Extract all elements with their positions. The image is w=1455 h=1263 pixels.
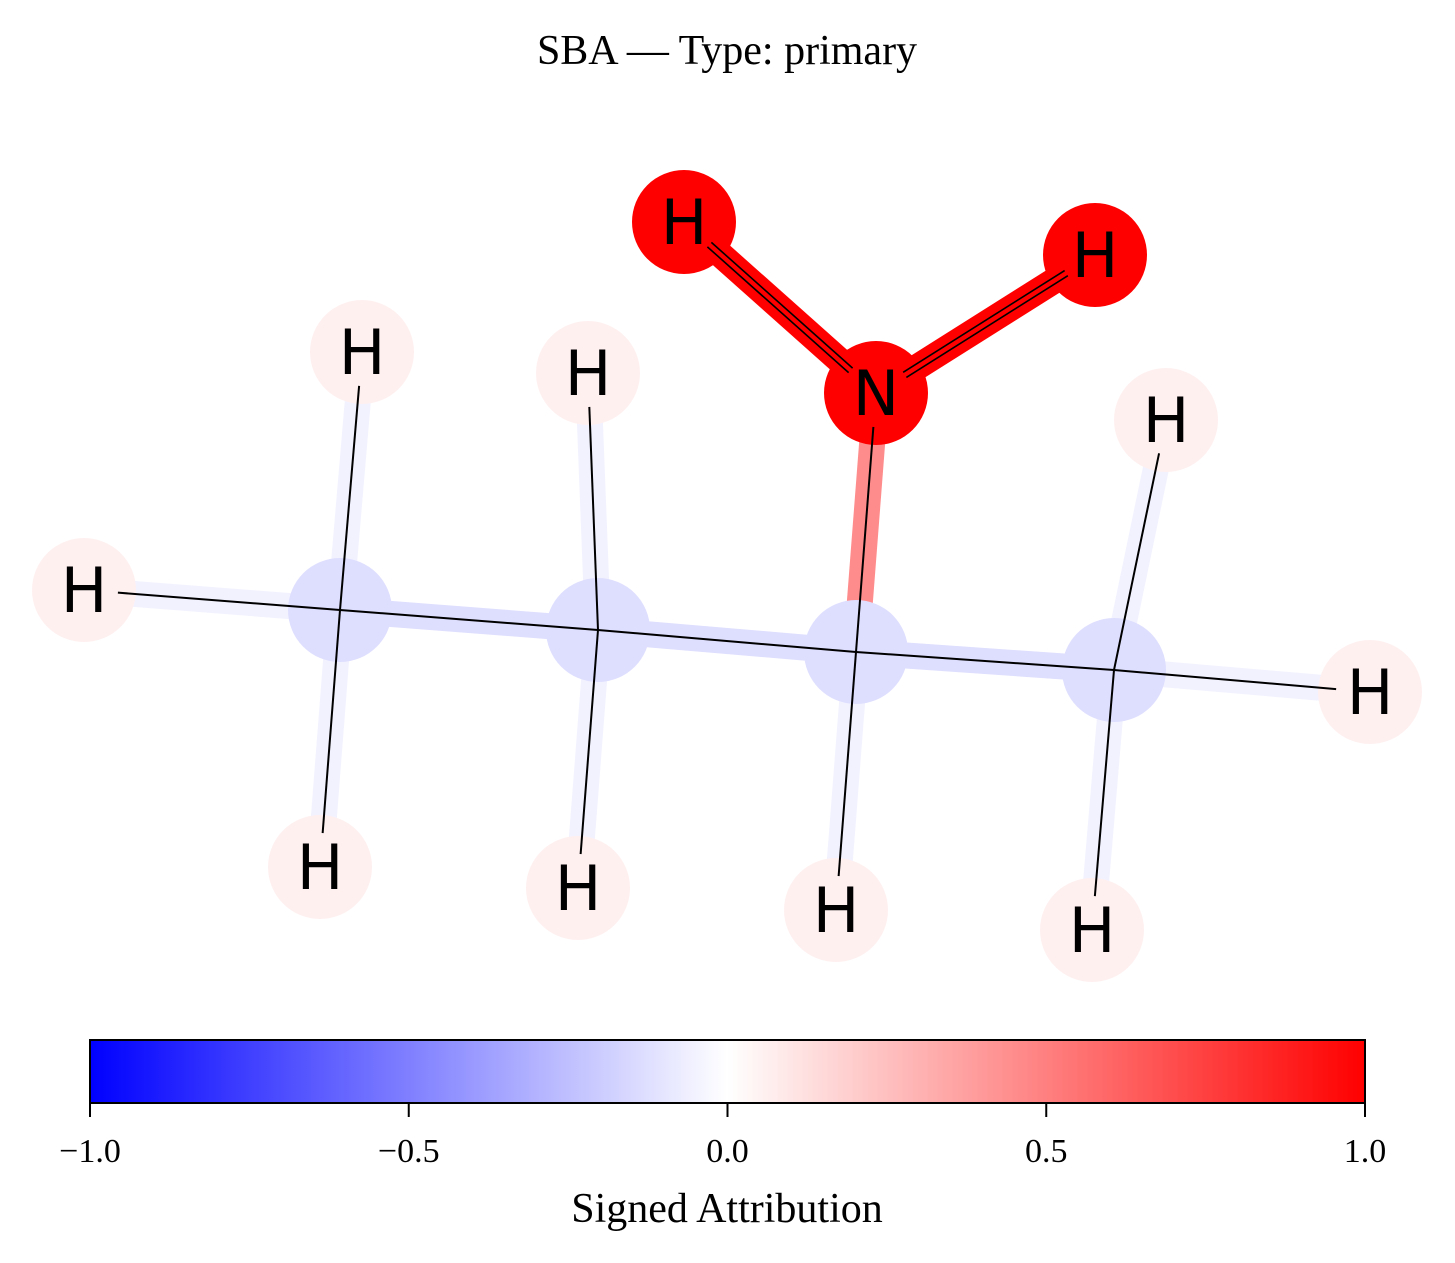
atom-label-H8: H: [1069, 894, 1116, 967]
atom-label-H9: H: [1347, 656, 1394, 729]
atom-highlight-H7: [1114, 368, 1218, 472]
bond-line-N-HN2-a: [902, 269, 1066, 374]
colorbar-tick-label-3: 0.5: [1025, 1133, 1068, 1170]
atom-label-H7: H: [1143, 384, 1190, 457]
bond-line-C1-H1: [117, 591, 341, 611]
bond-line-C1-H3: [321, 609, 341, 834]
atom-highlight-H8: [1040, 878, 1144, 982]
bond-line-C1-H2: [339, 385, 361, 611]
atom-label-H6: H: [813, 874, 860, 947]
figure-title: SBA — Type: primary: [537, 28, 917, 74]
bond-highlight-layer: [82, 212, 1372, 932]
atom-label-HN2: H: [1072, 219, 1119, 292]
atom-highlight-H2: [310, 300, 414, 404]
atom-label-H4: H: [565, 337, 612, 410]
bond-line-C4-H9: [1113, 669, 1337, 691]
bond-line-C3-C4: [855, 651, 1115, 671]
bond-line-C4-H8: [1093, 669, 1115, 897]
colorbar-ticks: −1.0 −0.5 0.0 0.5 1.0: [59, 1103, 1386, 1170]
atom-label-HN1: H: [661, 186, 708, 259]
atom-highlight-H9: [1318, 640, 1422, 744]
colorbar-label: Signed Attribution: [571, 1186, 883, 1232]
atom-highlight-H1: [32, 538, 136, 642]
bond-line-C3-H6: [837, 651, 857, 877]
atom-label-H1: H: [61, 554, 108, 627]
bond-line-N-HN1-a: [706, 246, 850, 374]
bond-line-N-HN1-b: [710, 241, 854, 369]
atom-highlight-H4: [536, 321, 640, 425]
atom-highlight-HN2: [1043, 203, 1147, 307]
colorbar: −1.0 −0.5 0.0 0.5 1.0 Signed Attribution: [59, 1039, 1386, 1232]
colorbar-tick-label-2: 0.0: [706, 1133, 749, 1170]
colorbar-tick-label-0: −1.0: [59, 1133, 121, 1170]
bond-line-C1-C2: [339, 609, 599, 631]
bond-line-C4-H7: [1113, 453, 1161, 671]
atom-label-layer: N H H H H H H H H H H H: [61, 186, 1394, 967]
colorbar-tick-label-1: −0.5: [378, 1133, 440, 1170]
bond-line-C2-C3: [597, 629, 857, 653]
atom-label-H3: H: [297, 831, 344, 904]
atom-highlight-N: [824, 341, 928, 445]
atom-label-H5: H: [555, 852, 602, 925]
atom-highlight-HN1: [632, 170, 736, 274]
bond-line-N-HN2-b: [905, 274, 1069, 379]
bond-line-C3-N: [855, 426, 875, 653]
atom-highlight-layer: [32, 170, 1422, 982]
atom-highlight-H5: [526, 836, 630, 940]
atom-label-N: N: [853, 357, 899, 430]
colorbar-tick-label-4: 1.0: [1344, 1133, 1387, 1170]
atom-highlight-H3: [268, 815, 372, 919]
colorbar-gradient: [89, 1039, 1366, 1104]
atom-highlight-H6: [784, 858, 888, 962]
bond-line-C2-H4: [588, 406, 599, 631]
atom-label-H2: H: [339, 316, 386, 389]
bond-line-layer: [117, 241, 1337, 897]
bond-line-C2-H5: [579, 629, 599, 855]
